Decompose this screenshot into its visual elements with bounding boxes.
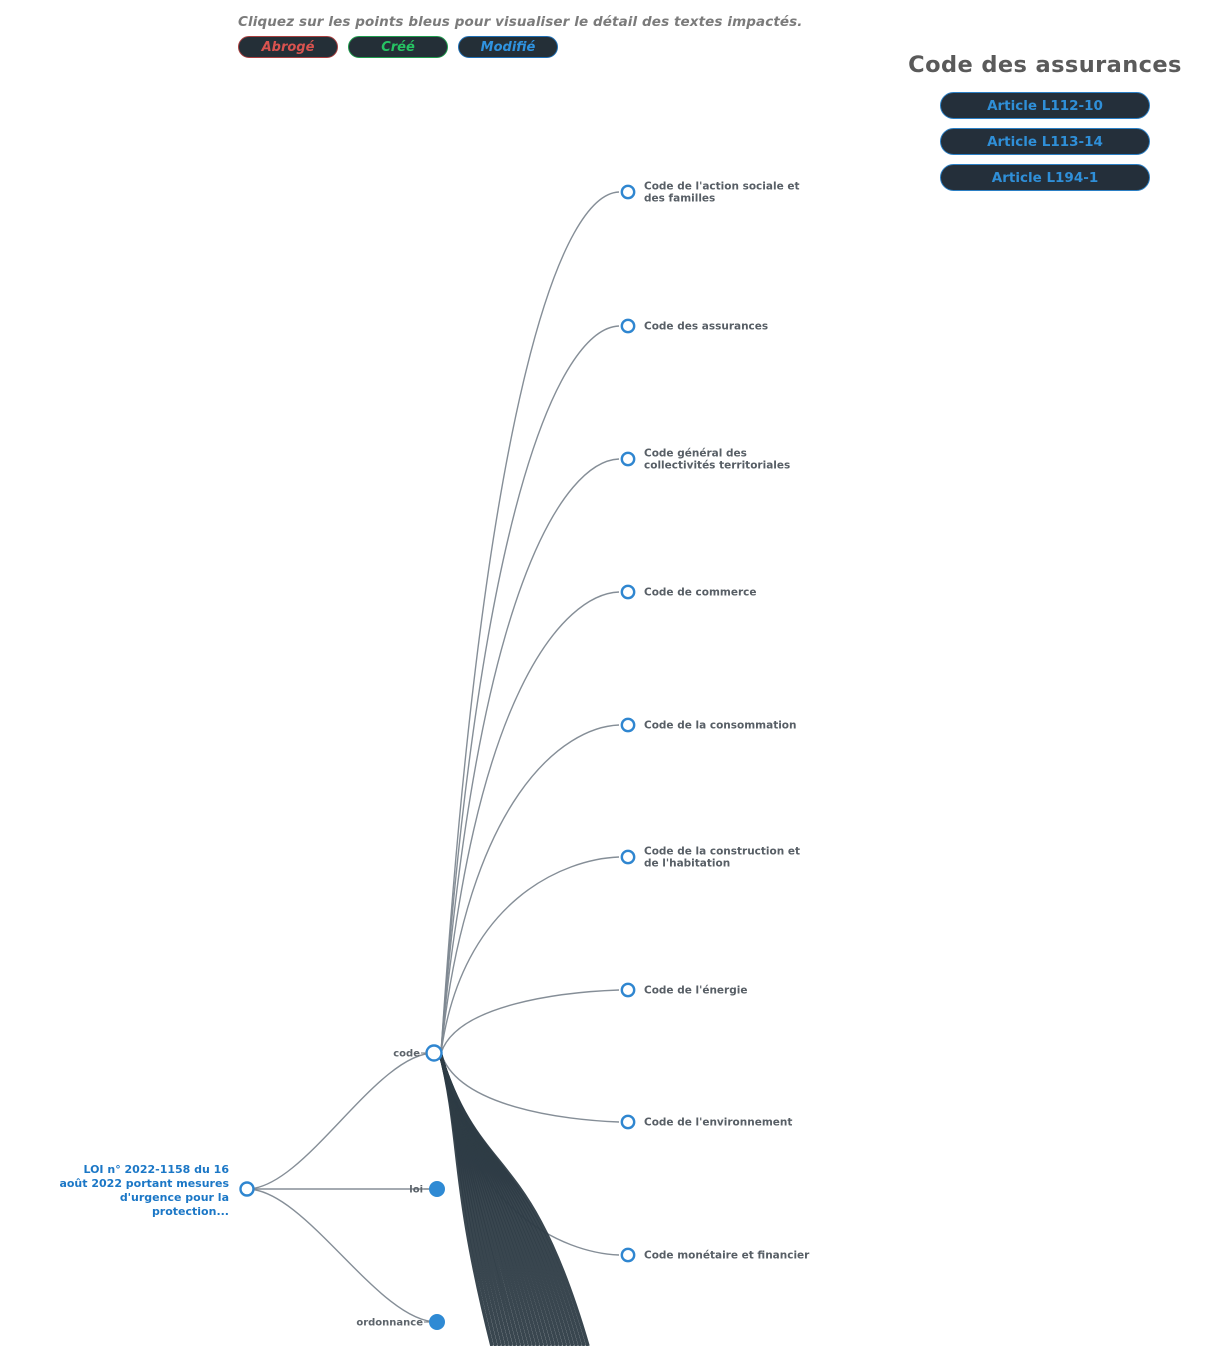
- graph-node-code-6[interactable]: [620, 982, 636, 998]
- legend-button-abroge[interactable]: Abrogé: [238, 36, 338, 58]
- graph-node-code-7[interactable]: [620, 1114, 636, 1130]
- graph-node-root-label: d'urgence pour la: [120, 1191, 229, 1204]
- graph-node-code-1-label: Code des assurances: [644, 321, 768, 333]
- article-button-l113-14[interactable]: Article L113-14: [940, 128, 1150, 155]
- legend-button-cree[interactable]: Créé: [348, 36, 448, 58]
- graph-node-root-label: protection...: [152, 1205, 229, 1218]
- graph-node-code-5-label: Code de la construction et: [644, 846, 800, 858]
- graph-node-code-2[interactable]: [620, 451, 636, 467]
- graph-node-code-0-label: Code de l'action sociale et: [644, 181, 799, 193]
- graph-node-loi[interactable]: [429, 1181, 445, 1197]
- legend-area: Cliquez sur les points bleus pour visual…: [238, 14, 838, 58]
- graph-node-code-5-label: de l'habitation: [644, 858, 730, 870]
- legend-buttons: Abrogé Créé Modifié: [238, 36, 838, 58]
- legend-button-modifie[interactable]: Modifié: [458, 36, 558, 58]
- graph-node-code-1[interactable]: [620, 318, 636, 334]
- graph-node-code-7-label: Code de l'environnement: [644, 1117, 792, 1129]
- graph-node-code-8[interactable]: [620, 1247, 636, 1263]
- graph-node-loi-label: loi: [409, 1185, 423, 1196]
- graph-node-code-label: code: [393, 1049, 420, 1060]
- graph-node-ordonnance[interactable]: [429, 1314, 445, 1330]
- graph-node-code-4[interactable]: [620, 717, 636, 733]
- graph-node-code-6-label: Code de l'énergie: [644, 985, 747, 997]
- panel-title: Code des assurances: [908, 52, 1182, 78]
- article-button-l112-10[interactable]: Article L112-10: [940, 92, 1150, 119]
- graph-node-code-2-label: Code général des: [644, 448, 747, 460]
- graph-edges: [246, 191, 620, 1346]
- graph-node-code-0[interactable]: [620, 184, 636, 200]
- graph-node-code-0-label: des familles: [644, 193, 715, 205]
- side-panel: Code des assurances Article L112-10 Arti…: [900, 52, 1190, 200]
- graph-node-root-label: LOI n° 2022-1158 du 16: [83, 1163, 229, 1176]
- graph-node-ordonnance-label: ordonnance: [356, 1318, 423, 1329]
- graph-node-code-4-label: Code de la consommation: [644, 720, 797, 732]
- graph-node-root-label: août 2022 portant mesures: [59, 1177, 229, 1190]
- graph-node-code-3[interactable]: [620, 584, 636, 600]
- graph-node-code-5[interactable]: [620, 849, 636, 865]
- article-button-l194-1[interactable]: Article L194-1: [940, 164, 1150, 191]
- graph-node-code[interactable]: [425, 1044, 443, 1062]
- graph-node-code-8-label: Code monétaire et financier: [644, 1250, 810, 1262]
- graph-node-code-3-label: Code de commerce: [644, 587, 756, 599]
- graph-node-code-2-label: collectivités territoriales: [644, 460, 790, 472]
- graph-node-root[interactable]: [239, 1181, 255, 1197]
- hint-text: Cliquez sur les points bleus pour visual…: [238, 14, 803, 30]
